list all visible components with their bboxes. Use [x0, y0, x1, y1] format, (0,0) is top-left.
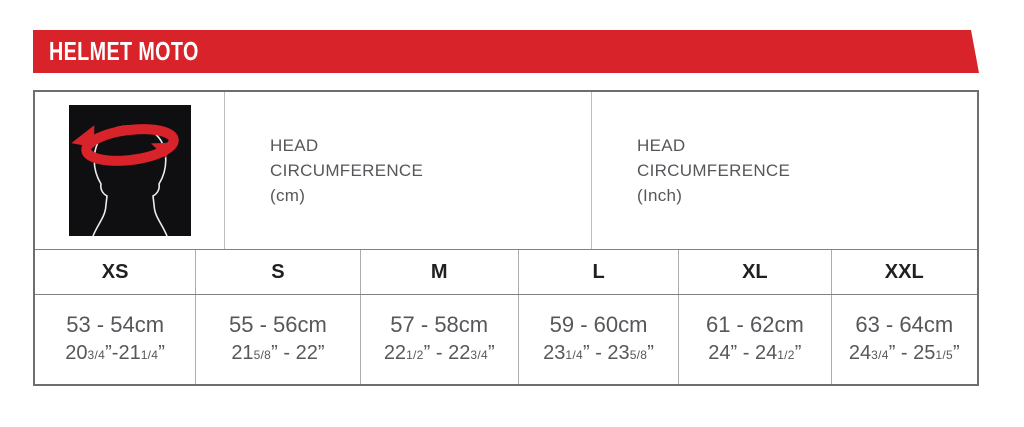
label-line: HEAD: [637, 136, 686, 155]
inch-range: 24” - 241/2”: [708, 341, 802, 364]
label-line: (cm): [270, 186, 306, 205]
inch-range: 215/8” - 22”: [231, 341, 325, 364]
size-values-s: 55 - 56cm 215/8” - 22”: [196, 295, 361, 384]
cm-range: 55 - 56cm: [228, 311, 327, 337]
cm-range: 63 - 64cm: [855, 311, 954, 337]
page-title: HELMET MOTO: [48, 36, 199, 66]
cm-range: 61 - 62cm: [705, 311, 804, 337]
inch-range: 243/4” - 251/5”: [848, 341, 960, 364]
cm-range: 57 - 58cm: [390, 311, 489, 337]
inch-range: 221/2” - 223/4”: [383, 341, 495, 364]
size-chart-table: HEAD CIRCUMFERENCE (cm) HEAD CIRCUMFEREN…: [33, 90, 979, 386]
table-row-values: 53 - 54cm 203/4”-211/4” 55 - 56cm 215/8”…: [35, 295, 977, 384]
size-header-m: M: [361, 250, 519, 294]
table-row-sizes: XS S M L XL XXL: [35, 250, 977, 295]
head-illustration-cell: [35, 92, 225, 249]
size-values-m: 57 - 58cm 221/2” - 223/4”: [361, 295, 519, 384]
size-header-xl: XL: [679, 250, 832, 294]
size-values-l: 59 - 60cm 231/4” - 235/8”: [519, 295, 680, 384]
head-circumference-inch-label: HEAD CIRCUMFERENCE (Inch): [592, 92, 977, 249]
size-header-xs: XS: [35, 250, 197, 294]
cm-range: 59 - 60cm: [549, 311, 648, 337]
inch-range: 203/4”-211/4”: [65, 341, 165, 364]
table-row-header: HEAD CIRCUMFERENCE (cm) HEAD CIRCUMFEREN…: [35, 92, 977, 250]
inch-range: 231/4” - 235/8”: [543, 341, 654, 364]
size-header-xxl: XXL: [884, 260, 924, 283]
title-banner: HELMET MOTO: [33, 30, 979, 73]
label-line: (Inch): [637, 186, 683, 205]
size-values-xl: 61 - 62cm 24” - 241/2”: [679, 295, 832, 384]
label-line: CIRCUMFERENCE: [270, 161, 424, 180]
size-values-xxl: 63 - 64cm 243/4” - 251/5”: [832, 295, 977, 384]
head-circumference-cm-label: HEAD CIRCUMFERENCE (cm): [225, 92, 592, 249]
size-header-s: S: [196, 250, 361, 294]
label-line: HEAD: [270, 136, 319, 155]
head-circumference-measure-icon: [68, 105, 191, 236]
size-values-xs: 53 - 54cm 203/4”-211/4”: [35, 295, 197, 384]
label-line: CIRCUMFERENCE: [637, 161, 791, 180]
cm-range: 53 - 54cm: [66, 311, 165, 337]
size-header-l: L: [519, 250, 680, 294]
